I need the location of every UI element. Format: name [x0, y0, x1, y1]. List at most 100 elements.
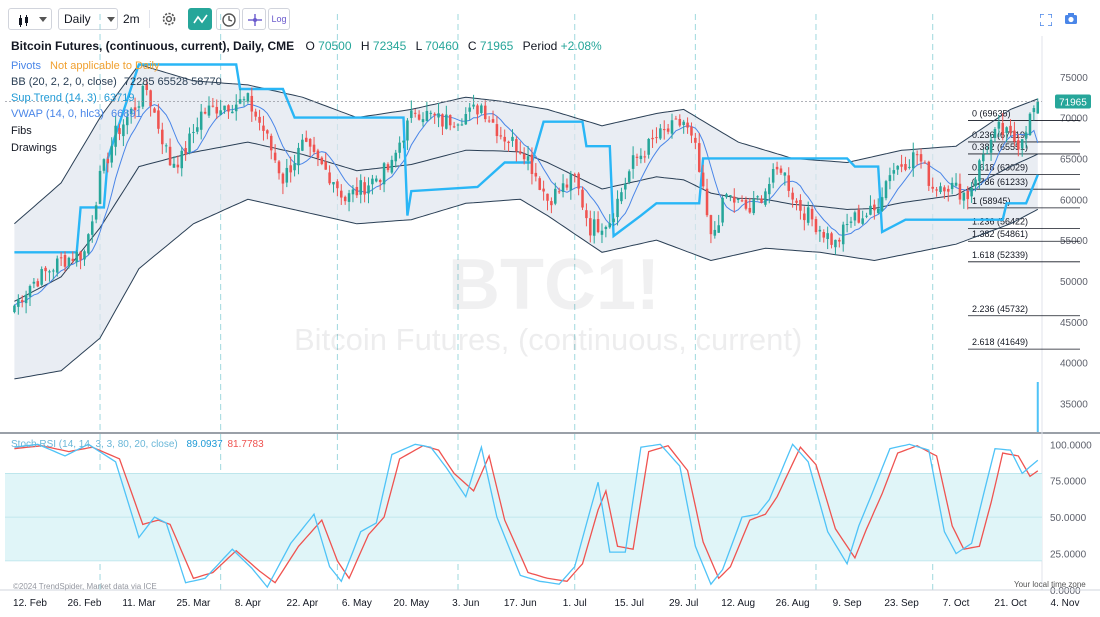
candle-body [164, 145, 168, 147]
settings-button[interactable] [158, 8, 180, 30]
stoch-legend[interactable]: Stoch RSI (14, 14, 3, 3, 80, 20, close) … [11, 438, 264, 452]
symbol-title: Bitcoin Futures, (continuous, current), … [11, 39, 295, 53]
candle-body [896, 165, 899, 170]
candle-body [234, 104, 238, 112]
candle-body [803, 213, 806, 221]
candle-body [662, 129, 666, 131]
candle-body [647, 138, 650, 155]
candle-body [211, 105, 215, 107]
candle-body [417, 114, 421, 120]
candle-body [744, 199, 748, 209]
candle-body [795, 200, 798, 203]
candle-body [277, 161, 281, 174]
time-tick-label: 23. Sep [884, 598, 919, 609]
candle-body [79, 251, 82, 260]
price-tick-label: 35000 [1060, 399, 1088, 410]
time-tick-label: 3. Jun [452, 598, 479, 609]
candle-body [304, 137, 308, 142]
trend-icon [193, 12, 209, 34]
candle-body [13, 305, 16, 313]
candle-body [110, 146, 113, 163]
fib-label: 0.236 (67019) [972, 130, 1028, 140]
candle-body [336, 181, 339, 189]
candle-body [1005, 127, 1008, 133]
chart-type-button[interactable] [8, 8, 52, 30]
candle-body [690, 126, 693, 136]
candle-body [90, 221, 94, 235]
drawing-tool-button[interactable] [188, 8, 212, 30]
log-scale-button[interactable]: Log [268, 8, 290, 30]
candle-body [565, 184, 569, 188]
candle-body [783, 172, 787, 176]
legend-fibs[interactable]: Fibs [11, 125, 32, 137]
supertrend-label: Sup.Trend (14, 3) [11, 92, 97, 104]
candle-body [550, 201, 553, 206]
replay-button[interactable] [216, 8, 240, 30]
candle-body [970, 187, 973, 197]
stoch-tick-label: 75.0000 [1050, 477, 1087, 488]
candle-body [52, 270, 55, 272]
candle-body [161, 129, 164, 145]
candle-body [1009, 125, 1012, 133]
candle-body [421, 119, 425, 123]
candle-body [410, 110, 413, 118]
candle-body [499, 135, 503, 137]
candle-body [631, 155, 635, 169]
candle-body [429, 112, 433, 114]
candle-body [518, 151, 522, 154]
candle-body [573, 174, 577, 176]
candle-body [406, 120, 409, 141]
candle-body [460, 124, 464, 126]
interval-select[interactable]: Daily [58, 8, 118, 30]
candle-body [491, 119, 495, 123]
candle-body [102, 159, 106, 171]
candle-body [554, 188, 557, 204]
fib-label: 1 (58945) [972, 196, 1011, 206]
candle-body [118, 128, 121, 135]
stoch-k-value: 89.0937 [186, 439, 223, 450]
fib-label: 0.618 (63029) [972, 163, 1028, 173]
candle-body [604, 226, 608, 230]
candle-body [678, 118, 682, 126]
stoch-d-line [14, 444, 1039, 584]
candle-body [262, 125, 265, 131]
candle-body [736, 198, 740, 200]
candle-body [17, 299, 20, 307]
candle-body [822, 232, 826, 238]
candle-body [927, 161, 931, 186]
legend-drawings[interactable]: Drawings [11, 142, 57, 154]
camera-icon[interactable] [1064, 12, 1078, 26]
candle-body [830, 233, 833, 245]
candle-body [44, 267, 47, 272]
candle-body [923, 162, 927, 164]
ohlc-open-value: 70500 [318, 39, 352, 53]
range-button[interactable]: 2m [123, 12, 140, 26]
candle-body [425, 110, 429, 122]
candle-body [760, 198, 763, 203]
legend-bb[interactable]: BB (20, 2, 2, 0, close) 72285 65528 5877… [11, 75, 222, 89]
time-tick-label: 20. May [394, 598, 430, 609]
ohlc-low-value: 70460 [425, 39, 459, 53]
candle-body [865, 215, 868, 217]
candle-body [394, 152, 398, 162]
candle-body [332, 182, 335, 185]
candle-body [589, 218, 592, 236]
time-tick-label: 12. Feb [13, 598, 47, 609]
candle-body [725, 194, 728, 198]
compare-button[interactable] [242, 8, 266, 30]
legend-vwap[interactable]: VWAP (14, 0, hlc3) 66891 [11, 107, 142, 121]
candle-body [83, 251, 86, 260]
legend-supertrend[interactable]: Sup.Trend (14, 3) 63719 [11, 91, 134, 105]
timezone-label[interactable]: Your local time zone [1014, 580, 1086, 589]
candle-body [36, 281, 40, 287]
bb-lower-line [14, 198, 1039, 380]
time-tick-label: 29. Jul [669, 598, 698, 609]
candle-body [884, 181, 888, 199]
candle-body [437, 113, 440, 118]
candles-icon [18, 13, 30, 27]
candle-body [534, 172, 538, 177]
candle-body [779, 168, 783, 173]
legend-pivots[interactable]: Pivots Not applicable to Daily [11, 59, 159, 73]
volume-bar [1036, 382, 1039, 432]
